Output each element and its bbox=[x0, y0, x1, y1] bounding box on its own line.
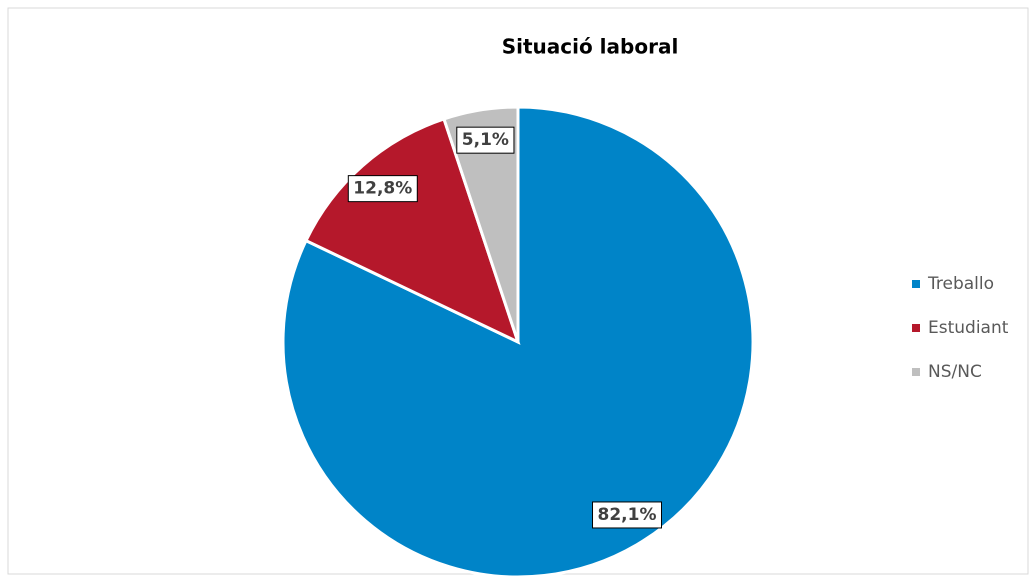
data-label-box bbox=[347, 175, 418, 203]
data-label: 12,8% bbox=[353, 179, 412, 199]
legend-swatch bbox=[912, 368, 920, 376]
legend-label: NS/NC bbox=[928, 362, 982, 382]
pie-slice bbox=[442, 105, 520, 343]
data-label-box bbox=[456, 126, 515, 154]
data-label: 82,1% bbox=[598, 505, 657, 525]
legend-swatch bbox=[912, 280, 920, 288]
data-label-box bbox=[592, 501, 662, 529]
legend-label: Treballo bbox=[927, 274, 994, 294]
data-label: 5,1% bbox=[462, 130, 509, 150]
chart-title: Situació laboral bbox=[502, 35, 679, 59]
legend-label: Estudiant bbox=[928, 318, 1009, 338]
pie-slice bbox=[303, 117, 521, 345]
legend-swatch bbox=[912, 324, 920, 332]
